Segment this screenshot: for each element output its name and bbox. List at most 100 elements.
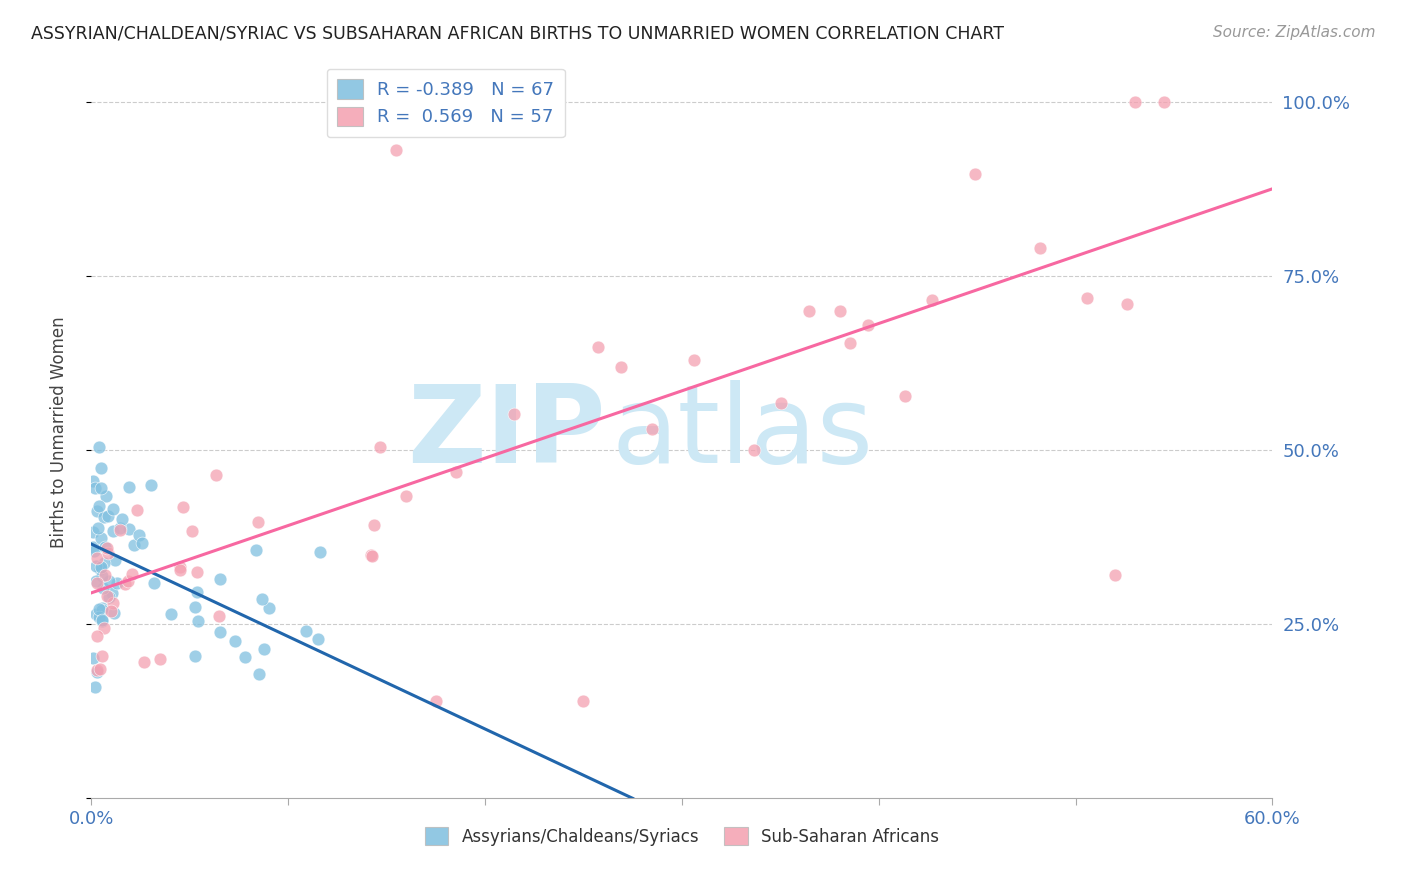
- Point: [93, 621, 115, 635]
- Point: [131, 535, 153, 549]
- Point: [308, 544, 330, 558]
- Point: [641, 422, 664, 436]
- Point: [169, 560, 191, 574]
- Point: [103, 524, 125, 538]
- Point: [82, 524, 104, 539]
- Point: [90, 613, 112, 627]
- Point: [91, 602, 114, 616]
- Point: [110, 523, 132, 537]
- Point: [86, 665, 108, 679]
- Point: [96, 541, 118, 555]
- Point: [97, 508, 120, 523]
- Point: [1123, 95, 1146, 109]
- Point: [84, 680, 107, 694]
- Point: [245, 543, 267, 558]
- Point: [91, 601, 114, 615]
- Point: [84, 558, 107, 573]
- Point: [307, 632, 329, 646]
- Point: [184, 599, 207, 614]
- Point: [363, 518, 385, 533]
- Point: [104, 553, 127, 567]
- Point: [100, 604, 122, 618]
- Point: [96, 589, 118, 603]
- Point: [172, 500, 194, 515]
- Point: [128, 527, 150, 541]
- Point: [87, 602, 110, 616]
- Point: [295, 624, 318, 638]
- Point: [94, 490, 117, 504]
- Point: [118, 522, 141, 536]
- Point: [86, 629, 108, 643]
- Point: [82, 474, 104, 488]
- Point: [90, 481, 112, 495]
- Point: [233, 649, 256, 664]
- Point: [117, 574, 139, 588]
- Point: [361, 549, 384, 563]
- Point: [205, 467, 228, 482]
- Point: [893, 389, 915, 403]
- Point: [121, 567, 143, 582]
- Point: [84, 481, 107, 495]
- Point: [125, 503, 148, 517]
- Point: [89, 562, 111, 576]
- Point: [90, 649, 112, 664]
- Point: [103, 502, 125, 516]
- Point: [108, 521, 131, 535]
- Point: [87, 499, 110, 513]
- Point: [503, 407, 526, 421]
- Point: [90, 615, 112, 629]
- Y-axis label: Births to Unmarried Women: Births to Unmarried Women: [49, 317, 67, 549]
- Point: [101, 597, 124, 611]
- Point: [247, 667, 270, 681]
- Point: [769, 396, 792, 410]
- Point: [368, 440, 391, 454]
- Point: [103, 606, 125, 620]
- Point: [118, 480, 141, 494]
- Text: Source: ZipAtlas.com: Source: ZipAtlas.com: [1212, 25, 1375, 40]
- Point: [425, 694, 447, 708]
- Point: [742, 443, 765, 458]
- Point: [682, 352, 704, 367]
- Point: [83, 544, 105, 558]
- Point: [87, 441, 110, 455]
- Point: [246, 515, 269, 529]
- Point: [141, 478, 163, 492]
- Point: [82, 651, 104, 665]
- Point: [830, 303, 852, 318]
- Point: [208, 625, 231, 640]
- Point: [149, 652, 172, 666]
- Point: [169, 563, 191, 577]
- Point: [921, 293, 943, 307]
- Point: [180, 524, 202, 538]
- Point: [82, 541, 104, 555]
- Point: [187, 614, 209, 628]
- Point: [90, 531, 112, 545]
- Point: [160, 607, 183, 621]
- Point: [86, 607, 108, 621]
- Point: [856, 318, 879, 332]
- Point: [134, 655, 156, 669]
- Point: [444, 466, 467, 480]
- Point: [111, 512, 134, 526]
- Point: [385, 144, 408, 158]
- Point: [965, 168, 987, 182]
- Point: [91, 581, 114, 595]
- Point: [86, 576, 108, 591]
- Point: [1104, 568, 1126, 582]
- Point: [586, 340, 609, 354]
- Point: [122, 538, 145, 552]
- Point: [90, 559, 112, 574]
- Text: ZIP: ZIP: [406, 380, 605, 485]
- Point: [105, 575, 128, 590]
- Point: [90, 461, 112, 475]
- Point: [1029, 241, 1052, 255]
- Point: [89, 662, 111, 676]
- Point: [224, 634, 246, 648]
- Point: [93, 556, 115, 570]
- Point: [253, 642, 276, 657]
- Point: [360, 548, 382, 562]
- Legend: Assyrians/Chaldeans/Syriacs, Sub-Saharan Africans: Assyrians/Chaldeans/Syriacs, Sub-Saharan…: [418, 820, 946, 852]
- Point: [257, 600, 280, 615]
- Text: atlas: atlas: [612, 380, 873, 485]
- Point: [610, 359, 633, 374]
